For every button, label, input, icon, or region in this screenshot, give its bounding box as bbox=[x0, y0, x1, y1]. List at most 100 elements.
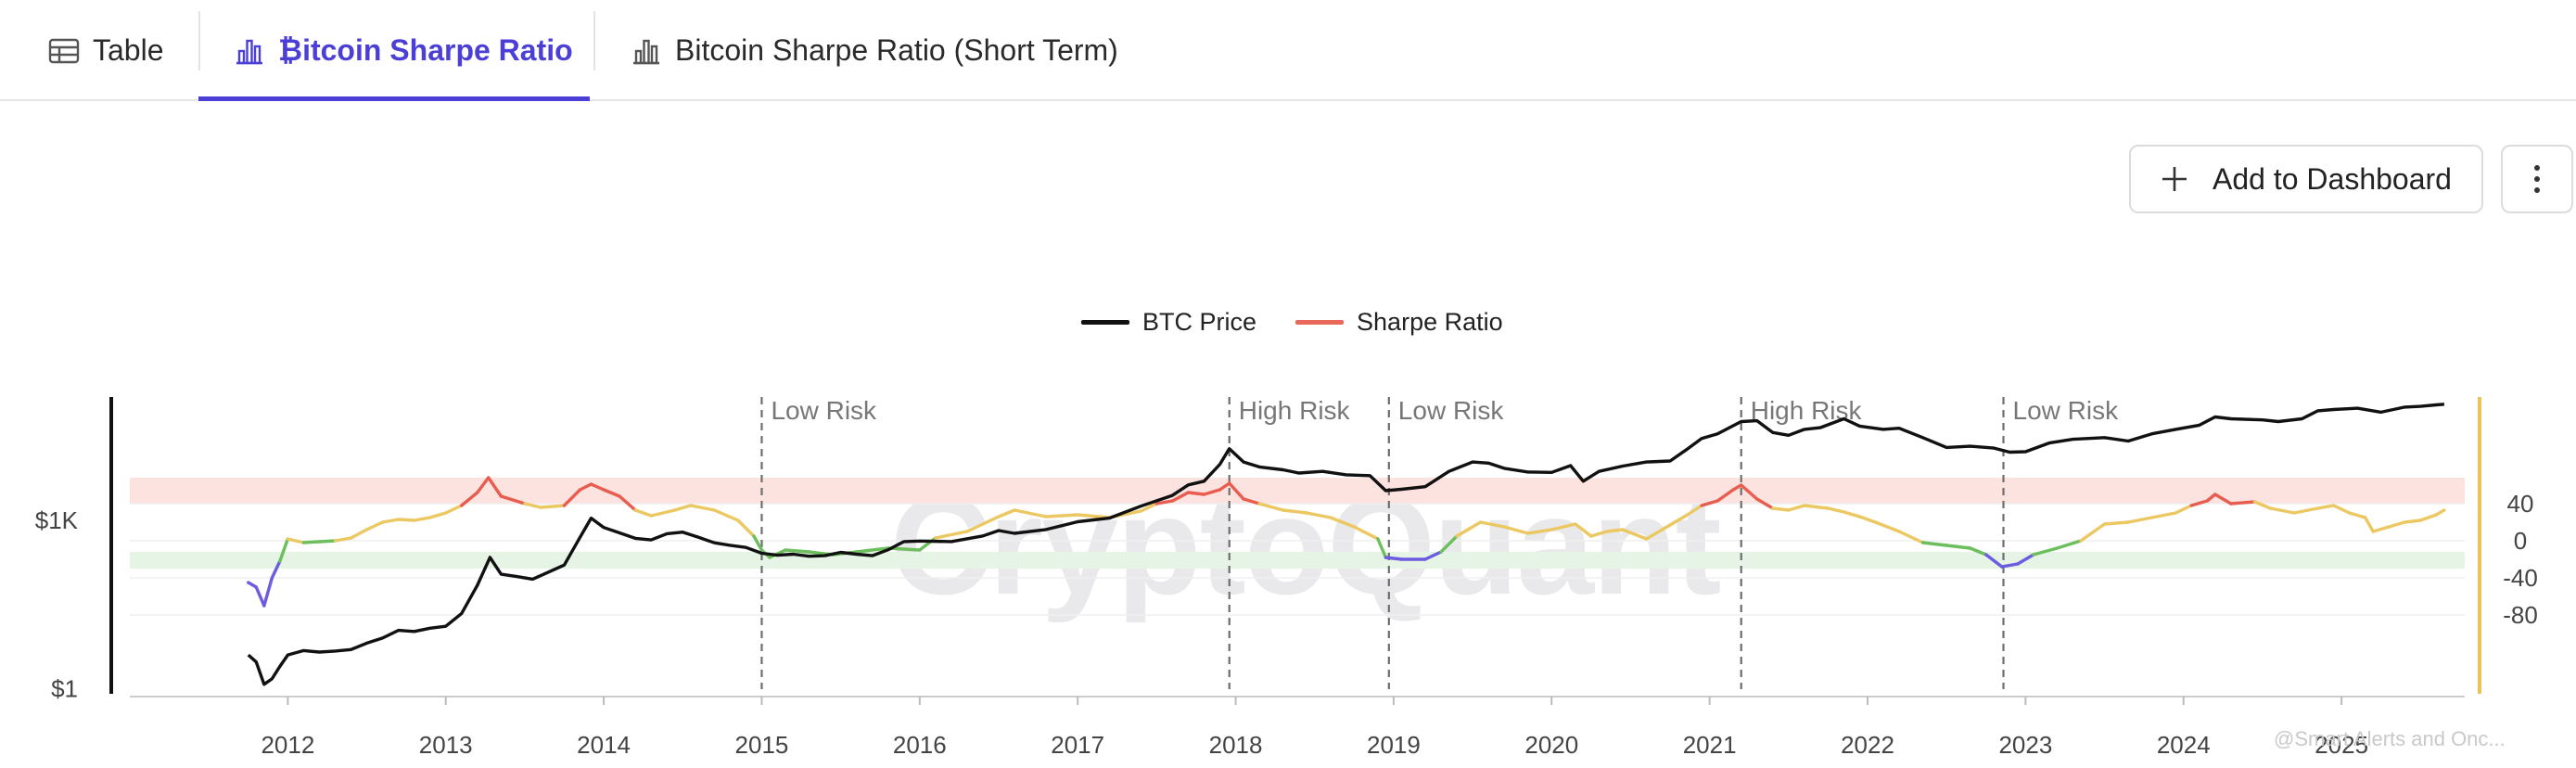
sharpe-ratio-segment bbox=[1376, 537, 1388, 559]
x-tick-label: 2014 bbox=[577, 731, 631, 759]
sharpe-ratio-segment bbox=[1605, 528, 1625, 533]
sharpe-ratio-segment bbox=[2032, 546, 2060, 557]
sharpe-ratio-segment bbox=[1281, 508, 1308, 515]
tab-bitcoin-sharpe-ratio-short-term[interactable]: Bitcoin Sharpe Ratio (Short Term) bbox=[631, 0, 1118, 101]
sharpe-ratio-segment bbox=[1740, 483, 1759, 501]
sharpe-ratio-segment bbox=[1857, 515, 1878, 524]
sharpe-ratio-segment bbox=[2387, 520, 2406, 529]
sharpe-ratio-segment bbox=[1920, 541, 1948, 547]
sharpe-ratio-segment bbox=[1154, 499, 1175, 506]
more-options-button[interactable] bbox=[2501, 145, 2573, 213]
tab-table[interactable]: Table bbox=[48, 0, 164, 101]
sharpe-ratio-segment bbox=[1329, 516, 1357, 529]
tab-bitcoin-sharpe-ratio[interactable]: ₿itcoin Sharpe Ratio bbox=[234, 0, 573, 101]
sharpe-ratio-segment bbox=[364, 520, 385, 531]
sharpe-ratio-segment bbox=[2418, 513, 2439, 522]
bar-chart-icon bbox=[236, 39, 262, 64]
sharpe-ratio-segment bbox=[1013, 508, 1048, 518]
btc-price-line bbox=[247, 403, 2445, 686]
x-tick-label: 2021 bbox=[1683, 731, 1737, 759]
add-to-dashboard-label: Add to Dashboard bbox=[2213, 161, 2452, 196]
sharpe-ratio-segment bbox=[1186, 491, 1206, 496]
sharpe-ratio-segment bbox=[602, 488, 621, 498]
add-to-dashboard-button[interactable]: Add to Dashboard bbox=[2129, 145, 2483, 213]
bar-chart-icon bbox=[633, 39, 659, 64]
sharpe-ratio-segment bbox=[1897, 530, 1925, 544]
high-risk-band bbox=[130, 478, 2465, 504]
x-tick-label: 2017 bbox=[1051, 731, 1104, 759]
sharpe-ratio-segment bbox=[2126, 516, 2154, 524]
sharpe-ratio-segment bbox=[1969, 546, 1988, 557]
vertical-ellipsis-icon bbox=[2534, 165, 2540, 193]
sharpe-ratio-segment bbox=[1352, 525, 1380, 541]
sharpe-ratio-segment bbox=[1455, 520, 1483, 538]
sharpe-ratio-segment bbox=[286, 537, 306, 544]
tab-divider bbox=[198, 11, 200, 70]
sharpe-ratio-segment bbox=[934, 530, 969, 540]
sharpe-ratio-chart[interactable]: Low Risk High Risk Low Risk High Risk Low Ri… bbox=[0, 278, 2576, 768]
x-tick-label: 2012 bbox=[261, 731, 314, 759]
right-axis-tick-label: -80 bbox=[2503, 601, 2538, 629]
sharpe-ratio-segment bbox=[2292, 506, 2320, 515]
annotation-label: High Risk bbox=[1239, 396, 1351, 425]
sharpe-ratio-segment bbox=[254, 585, 266, 608]
legend-swatch-btc-price bbox=[1081, 320, 1129, 325]
sharpe-ratio-segment bbox=[523, 502, 542, 509]
x-tick-label: 2015 bbox=[735, 731, 789, 759]
x-tick-label: 2024 bbox=[2157, 731, 2211, 759]
sharpe-ratio-segment bbox=[278, 537, 290, 563]
table-icon bbox=[48, 38, 80, 63]
sharpe-ratio-segment bbox=[2055, 539, 2083, 550]
sharpe-ratio-segment bbox=[1044, 513, 1079, 518]
sharpe-ratio-segment bbox=[2079, 522, 2107, 543]
sharpe-ratio-segment bbox=[2189, 499, 2210, 507]
sharpe-ratio-segment bbox=[1589, 530, 1609, 538]
annotation-label: Low Risk bbox=[2013, 396, 2120, 425]
sharpe-ratio-segment bbox=[1771, 506, 1791, 512]
sharpe-ratio-segment bbox=[2174, 504, 2193, 515]
sharpe-ratio-segment bbox=[1842, 510, 1862, 518]
sharpe-ratio-segment bbox=[1228, 481, 1245, 501]
x-tick-label: 2018 bbox=[1209, 731, 1263, 759]
sharpe-ratio-segment bbox=[1787, 504, 1806, 512]
sharpe-ratio-segment bbox=[633, 508, 653, 518]
legend-item-btc-price[interactable]: BTC Price bbox=[1081, 308, 1256, 337]
sharpe-ratio-segment bbox=[1170, 491, 1191, 503]
sharpe-ratio-segment bbox=[1621, 528, 1649, 541]
right-axis-tick-label: 40 bbox=[2507, 490, 2534, 518]
sharpe-ratio-segment bbox=[2205, 493, 2217, 503]
tab-divider bbox=[593, 11, 595, 70]
sharpe-ratio-segment bbox=[1644, 528, 1664, 541]
sharpe-ratio-segment bbox=[2434, 508, 2446, 517]
sharpe-ratio-segment bbox=[2268, 506, 2296, 515]
sharpe-ratio-segment bbox=[689, 504, 717, 512]
sharpe-ratio-segment bbox=[1549, 522, 1577, 531]
sharpe-ratio-segment bbox=[712, 508, 740, 522]
sharpe-ratio-segment bbox=[2102, 520, 2130, 526]
sharpe-ratio-segment bbox=[262, 576, 274, 608]
tab-short-term-label: Bitcoin Sharpe Ratio (Short Term) bbox=[675, 33, 1118, 67]
sharpe-ratio-segment bbox=[1076, 513, 1111, 519]
x-tick-label: 2023 bbox=[1998, 731, 2052, 759]
sharpe-ratio-segment bbox=[1242, 497, 1261, 506]
left-axis-tick-label: $1K bbox=[35, 506, 79, 534]
sharpe-ratio-segment bbox=[349, 528, 369, 540]
annotation-label: Low Risk bbox=[1398, 396, 1505, 425]
sharpe-ratio-segment bbox=[1478, 520, 1506, 529]
sharpe-ratio-segment bbox=[1257, 502, 1285, 512]
sharpe-ratio-segment bbox=[1873, 520, 1901, 533]
sharpe-ratio-segment bbox=[460, 491, 479, 507]
sharpe-ratio-segment bbox=[539, 504, 567, 509]
sharpe-ratio-segment bbox=[317, 539, 338, 544]
sharpe-ratio-segment bbox=[784, 548, 811, 554]
footer-attribution: @Smart Alerts and Onc... bbox=[2274, 727, 2506, 750]
left-axis-tick-label: $1 bbox=[51, 675, 78, 703]
tab-bitcoin-sharpe-ratio-label: ₿itcoin Sharpe Ratio bbox=[278, 33, 573, 67]
low-risk-band bbox=[130, 552, 2465, 569]
sharpe-ratio-segment bbox=[1826, 506, 1846, 514]
tab-table-label: Table bbox=[93, 33, 164, 67]
sharpe-ratio-segment bbox=[1218, 481, 1231, 492]
sharpe-ratio-segment bbox=[499, 494, 527, 506]
legend-label-btc-price: BTC Price bbox=[1142, 308, 1257, 336]
legend-item-sharpe-ratio[interactable]: Sharpe Ratio bbox=[1295, 308, 1503, 337]
